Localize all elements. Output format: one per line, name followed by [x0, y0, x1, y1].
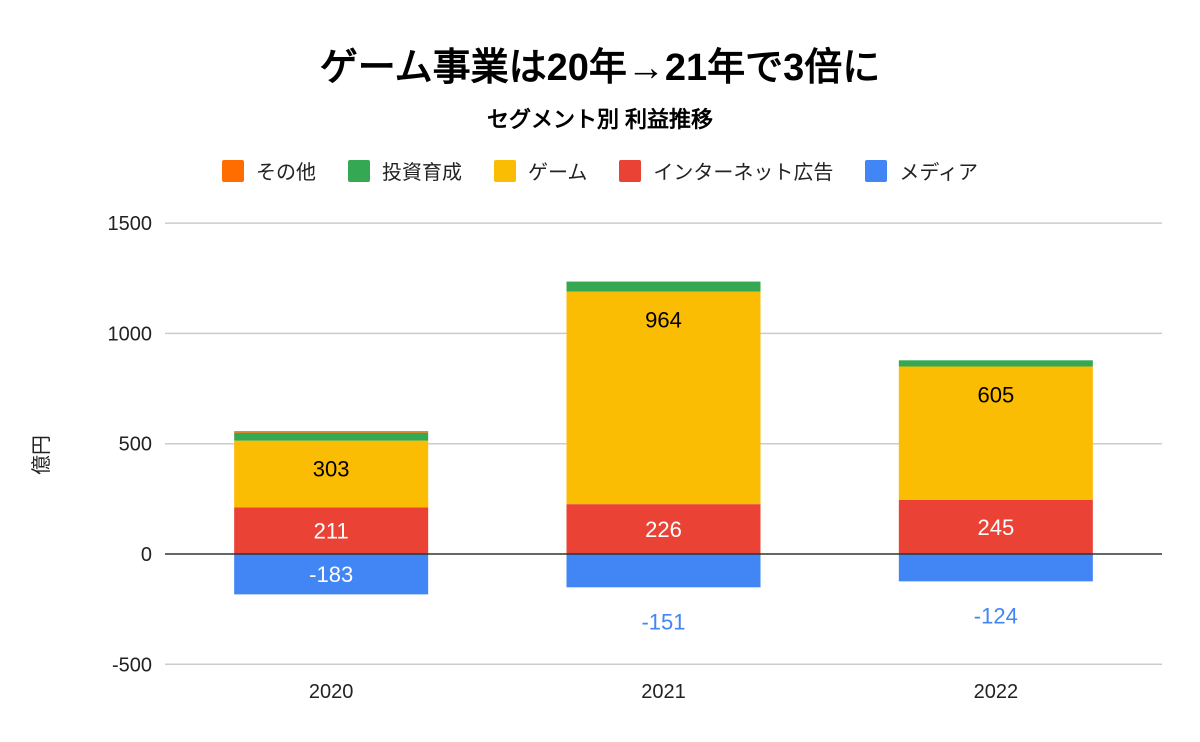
- legend-item[interactable]: ゲーム: [493, 156, 588, 185]
- legend-item[interactable]: その他: [221, 156, 316, 185]
- bar-segment: [898, 499, 1093, 554]
- legend-item[interactable]: メディア: [865, 156, 978, 185]
- bar-segment: [234, 431, 429, 433]
- legend-swatch: [493, 159, 516, 182]
- legend-label: インターネット広告: [653, 162, 834, 184]
- y-tick-label: 0: [141, 544, 152, 566]
- legend: その他 投資育成 ゲーム インターネット広告 メディア: [0, 156, 1200, 185]
- x-tick-label: 2021: [641, 681, 686, 703]
- data-label: 303: [313, 457, 350, 482]
- data-label: 605: [977, 382, 1014, 407]
- y-axis-label: 億円: [30, 435, 53, 475]
- x-tick-label: 2022: [974, 681, 1019, 703]
- data-label: 964: [645, 307, 682, 332]
- bar-segment: [234, 507, 429, 554]
- data-label: -151: [641, 609, 685, 634]
- y-tick-label: 1500: [108, 213, 153, 235]
- y-tick-label: 1000: [108, 323, 153, 345]
- x-tick-label: 2020: [309, 681, 354, 703]
- bar-segment: [566, 504, 761, 554]
- bar-segment: [566, 281, 761, 292]
- legend-swatch: [221, 159, 244, 182]
- y-tick-label: 500: [119, 434, 152, 456]
- legend-label: その他: [255, 162, 316, 184]
- legend-swatch: [865, 159, 888, 182]
- legend-swatch: [619, 159, 642, 182]
- y-tick-label: -500: [112, 654, 152, 676]
- bar-segment: [898, 366, 1093, 500]
- data-label: 245: [977, 515, 1014, 540]
- data-label: -124: [974, 603, 1018, 628]
- bar-segment: [234, 432, 429, 441]
- data-label: 226: [645, 517, 682, 542]
- legend-label: ゲーム: [527, 162, 588, 184]
- chart-subtitle: セグメント別 利益推移: [486, 107, 714, 132]
- bar-segment: [898, 554, 1093, 582]
- data-label: 211: [314, 519, 349, 544]
- bar-segment: [566, 291, 761, 505]
- legend-swatch: [347, 159, 370, 182]
- legend-item[interactable]: インターネット広告: [619, 156, 833, 185]
- data-label: -183: [309, 562, 353, 587]
- bar-segment: [234, 440, 429, 508]
- legend-label: 投資育成: [381, 162, 462, 184]
- bar-segment: [898, 360, 1093, 367]
- legend-item[interactable]: 投資育成: [347, 156, 462, 185]
- bar-segment: [566, 554, 761, 588]
- chart-title: ゲーム事業は20年→21年で3倍に: [319, 47, 881, 89]
- bar-segment: [234, 554, 429, 595]
- legend-label: メディア: [899, 162, 978, 184]
